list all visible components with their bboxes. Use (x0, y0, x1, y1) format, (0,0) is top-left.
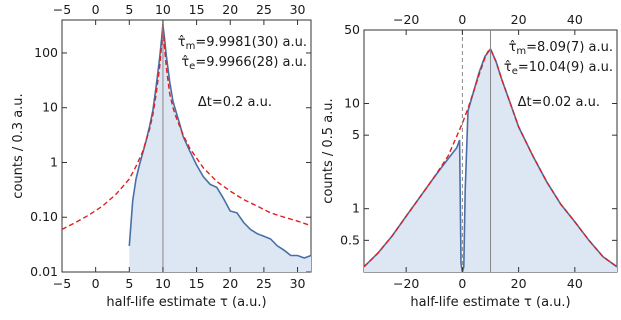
y-tick-label: 50 (344, 22, 360, 37)
top-x-tick-label: 20 (222, 2, 238, 17)
x-tick-label: 30 (290, 276, 306, 291)
top-x-tick-label: −5 (53, 2, 71, 17)
top-x-tick-label: 30 (290, 2, 306, 17)
top-x-tick-label: 15 (189, 2, 205, 17)
x-tick-label: 0 (458, 276, 466, 291)
left-y-ticks: 0.01 0.10 1 10 100 (30, 45, 311, 279)
right-top-x-ticks: −20 0 20 40 (393, 12, 583, 35)
right-tau-m-value: =8.09(7) a.u. (526, 40, 613, 55)
x-tick-label: 5 (125, 276, 133, 291)
left-dt-annotation: Δt=0.2 a.u. (198, 95, 272, 110)
left-tau-e-value: =9.9966(28) a.u. (195, 55, 307, 70)
top-x-tick-label: 5 (125, 2, 133, 17)
left-tau-e-sub: e (189, 61, 195, 72)
top-x-tick-label: 0 (92, 2, 100, 17)
left-y-axis-label: counts / 0.3 a.u. (11, 93, 26, 198)
right-tau-e-annotation: τ̂e=10.04(9) a.u. (504, 60, 613, 77)
top-x-tick-label: 10 (155, 2, 171, 17)
left-tau-m-sub: m (186, 41, 196, 52)
right-tau-e-value: =10.04(9) a.u. (518, 60, 613, 75)
right-y-ticks: 0.5 1 5 10 50 (340, 22, 617, 247)
x-tick-label: 20 (511, 276, 527, 291)
left-data-area (129, 24, 311, 272)
top-x-tick-label: −20 (393, 12, 419, 27)
left-panel: −5 0 5 10 15 20 25 30 −5 0 5 10 15 20 25 30 0.01 0.10 1 1… (11, 2, 312, 310)
y-tick-label: 1 (352, 201, 360, 216)
right-tau-m-sub: m (516, 46, 526, 57)
left-top-x-ticks: −5 0 5 10 15 20 25 30 (53, 2, 306, 25)
y-tick-label: 0.01 (30, 264, 58, 279)
right-x-ticks: −20 0 20 40 (393, 267, 583, 291)
right-tau-m-prefix: τ̂ (509, 40, 517, 55)
y-tick-label: 10 (42, 100, 58, 115)
y-tick-label: 0.5 (340, 232, 360, 247)
left-tau-m-annotation: τ̂m=9.9981(30) a.u. (178, 35, 307, 52)
right-tau-e-sub: e (512, 66, 518, 77)
right-fit-curve (363, 47, 618, 268)
top-x-tick-label: 40 (567, 12, 583, 27)
left-tau-e-prefix: τ̂ (181, 55, 189, 70)
right-dt-annotation: Δt=0.02 a.u. (518, 95, 600, 110)
right-tau-m-annotation: τ̂m=8.09(7) a.u. (509, 40, 613, 57)
y-tick-label: 10 (344, 96, 360, 111)
right-y-axis-label: counts / 0.5 a.u. (321, 98, 336, 203)
top-x-tick-label: 20 (511, 12, 527, 27)
x-tick-label: 25 (256, 276, 272, 291)
left-x-axis-label: half-life estimate τ (a.u.) (106, 295, 266, 310)
left-tau-m-value: =9.9981(30) a.u. (195, 35, 307, 50)
top-x-tick-label: 0 (458, 12, 466, 27)
left-x-ticks: −5 0 5 10 15 20 25 30 (53, 267, 306, 291)
y-tick-label: 1 (50, 154, 58, 169)
x-tick-label: 15 (189, 276, 205, 291)
x-tick-label: −20 (393, 276, 419, 291)
right-panel: −20 0 20 40 −20 0 20 40 0.5 1 5 10 50 half-life es… (321, 12, 618, 310)
x-tick-label: 0 (92, 276, 100, 291)
right-tau-e-prefix: τ̂ (504, 60, 512, 75)
x-tick-label: 10 (155, 276, 171, 291)
top-x-tick-label: 25 (256, 2, 272, 17)
left-tau-m-prefix: τ̂ (178, 35, 186, 50)
right-x-axis-label: half-life estimate τ (a.u.) (410, 295, 570, 310)
x-tick-label: −5 (53, 276, 71, 291)
left-fit-curve (61, 24, 312, 231)
x-tick-label: 40 (567, 276, 583, 291)
x-tick-label: 20 (222, 276, 238, 291)
y-tick-label: 0.10 (30, 209, 58, 224)
y-tick-label: 100 (34, 45, 58, 60)
left-tau-e-annotation: τ̂e=9.9966(28) a.u. (181, 55, 307, 72)
y-tick-label: 5 (352, 127, 360, 142)
